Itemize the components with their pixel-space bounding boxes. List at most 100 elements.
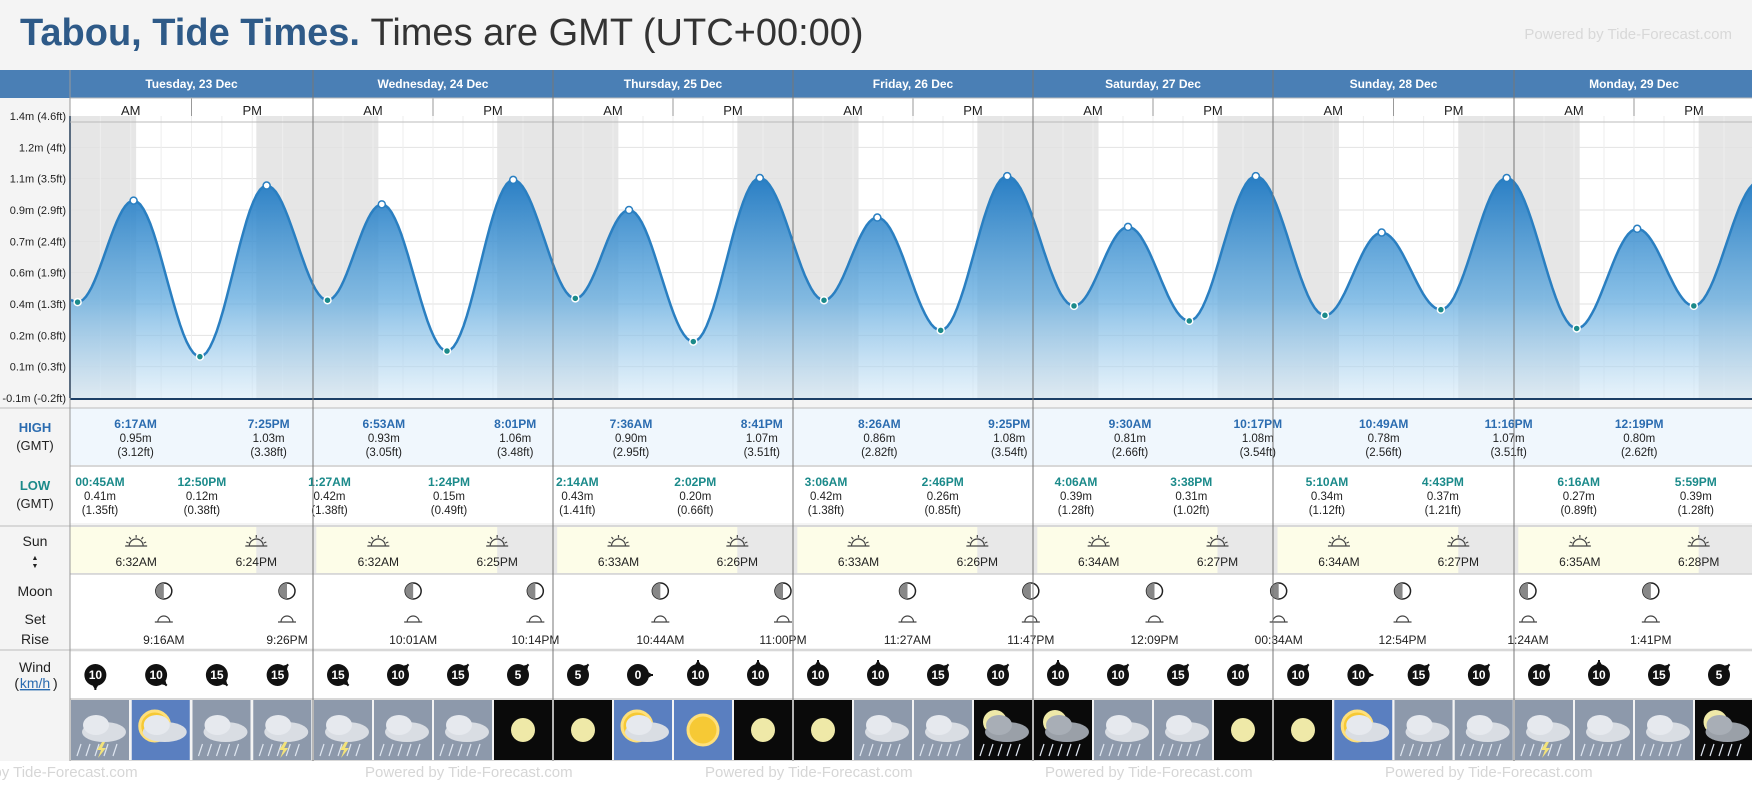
sun-ray xyxy=(623,536,626,540)
rain-drop xyxy=(355,743,361,757)
day-header: Tuesday, 23 Dec xyxy=(145,77,238,91)
wind-disc xyxy=(1467,664,1490,686)
high-tide-height-ft: (2.66ft) xyxy=(1112,447,1149,459)
low-tide-point xyxy=(689,337,698,346)
weather-rain-icon xyxy=(1394,700,1453,760)
high-tide-point xyxy=(755,173,765,183)
moonset-icon xyxy=(898,615,917,623)
high-tide-point xyxy=(1632,224,1642,234)
cloud-shape xyxy=(1706,715,1733,735)
wind-disc xyxy=(447,664,469,686)
weather-storm-icon xyxy=(253,700,312,760)
wind-speed: 10 xyxy=(391,668,405,682)
wind-speed: 10 xyxy=(1592,668,1606,682)
high-tide-height-m: 1.08m xyxy=(993,433,1025,445)
moon-arc xyxy=(1644,615,1658,623)
low-tide-time: 00:45AM xyxy=(75,475,124,489)
wind-speed: 10 xyxy=(1352,668,1366,682)
powered-by[interactable]: Powered by Tide-Forecast.com xyxy=(1524,26,1732,43)
wind-speed: 15 xyxy=(1652,668,1666,682)
wind-speed: 15 xyxy=(331,668,345,682)
high-tide-point xyxy=(1123,222,1133,232)
weather-rain-icon xyxy=(914,700,972,760)
sunset-cell xyxy=(256,527,317,573)
moon-shadow xyxy=(155,583,164,599)
wind-arrow-icon xyxy=(205,664,229,687)
cloud-shape xyxy=(386,715,412,735)
high-tide-point xyxy=(377,200,387,209)
moon-shadow xyxy=(405,583,414,599)
sun-ray xyxy=(1705,541,1709,544)
rain-drop xyxy=(1616,743,1622,757)
wind-arrow-head xyxy=(92,684,99,690)
wind-arrow-head xyxy=(582,664,589,671)
sunset-time: 6:27PM xyxy=(1197,555,1238,569)
sun-ray xyxy=(246,541,250,544)
sun-ray xyxy=(982,536,985,540)
pm-label: PM xyxy=(1684,103,1704,118)
rain-drop xyxy=(346,743,352,757)
wind-arrow-head xyxy=(1543,664,1550,671)
high-tide-height-ft: (2.95ft) xyxy=(613,447,650,459)
sun-arc xyxy=(1331,538,1347,547)
rain-drop xyxy=(197,743,204,757)
y-axis-label: 0.6m (1.9ft) xyxy=(10,268,66,280)
sun-arc xyxy=(610,538,627,547)
lightning-shape xyxy=(279,742,289,758)
weather-moon-icon xyxy=(1274,700,1332,760)
rain-drop xyxy=(1649,743,1655,757)
rain-drop xyxy=(1580,743,1586,757)
wind-arrow-head xyxy=(1122,664,1129,671)
sun-row-label: Sun xyxy=(23,533,48,549)
high-tide-height-m: 0.78m xyxy=(1368,433,1400,445)
low-tide-height-ft: (1.38ft) xyxy=(311,505,348,517)
low-tide-height-ft: (1.35ft) xyxy=(82,505,119,517)
high-tide-height-m: 0.90m xyxy=(615,433,647,445)
low-tide-time: 6:16AM xyxy=(1557,475,1600,489)
sun-ray xyxy=(1222,536,1225,540)
rain-drop xyxy=(1135,743,1141,757)
high-tide-time: 12:19PM xyxy=(1615,417,1664,431)
sun-arc xyxy=(489,538,505,547)
wind-speed: 5 xyxy=(515,668,522,682)
low-tide-height-ft: (1.21ft) xyxy=(1425,505,1462,517)
high-tide-height-ft: (3.12ft) xyxy=(117,447,154,459)
wind-arrow-icon xyxy=(1227,663,1250,686)
low-tide-point xyxy=(571,294,580,303)
moon-arc xyxy=(528,615,542,623)
rain-drop xyxy=(1108,743,1114,757)
low-tide-height-m: 0.15m xyxy=(433,491,465,503)
sun-ray xyxy=(248,536,252,540)
low-tide-height-ft: (1.02ft) xyxy=(1173,505,1210,517)
low-tide-height-m: 0.43m xyxy=(561,491,593,503)
weather-moon-icon xyxy=(554,700,612,760)
moon-shadow xyxy=(1146,583,1155,599)
weather-rain-icon xyxy=(1454,700,1513,760)
sun-ray xyxy=(1210,536,1213,540)
moonrise-icon xyxy=(1519,615,1537,623)
sunrise-icon xyxy=(1087,535,1110,547)
wind-unit-link[interactable]: km/h xyxy=(20,675,50,691)
wind-arrow-head xyxy=(1302,664,1309,671)
sunset-icon xyxy=(245,535,268,547)
rain-drop xyxy=(1667,743,1673,757)
moonset-icon xyxy=(404,615,423,623)
cloud-shape xyxy=(83,715,109,735)
sunset-time: 6:27PM xyxy=(1438,555,1479,569)
moon-phase-icon xyxy=(1519,582,1537,600)
cloud-shape xyxy=(1046,715,1072,735)
am-label: AM xyxy=(843,103,863,118)
y-axis-label: 0.4m (1.3ft) xyxy=(10,299,66,311)
rain-drop xyxy=(224,743,231,757)
wind-arrow-head xyxy=(462,664,469,671)
low-tide-height-ft: (0.38ft) xyxy=(184,505,221,517)
rain-drop xyxy=(1718,743,1724,757)
high-tide-height-m: 0.93m xyxy=(368,433,400,445)
wind-row-label: Wind xyxy=(19,659,51,675)
sunrise-icon xyxy=(847,535,870,547)
moon-phase-icon xyxy=(1642,582,1660,600)
rain-drop xyxy=(1399,743,1406,757)
pm-label: PM xyxy=(1444,103,1464,118)
sun-shape xyxy=(686,713,720,747)
moonset-icon xyxy=(651,615,670,623)
